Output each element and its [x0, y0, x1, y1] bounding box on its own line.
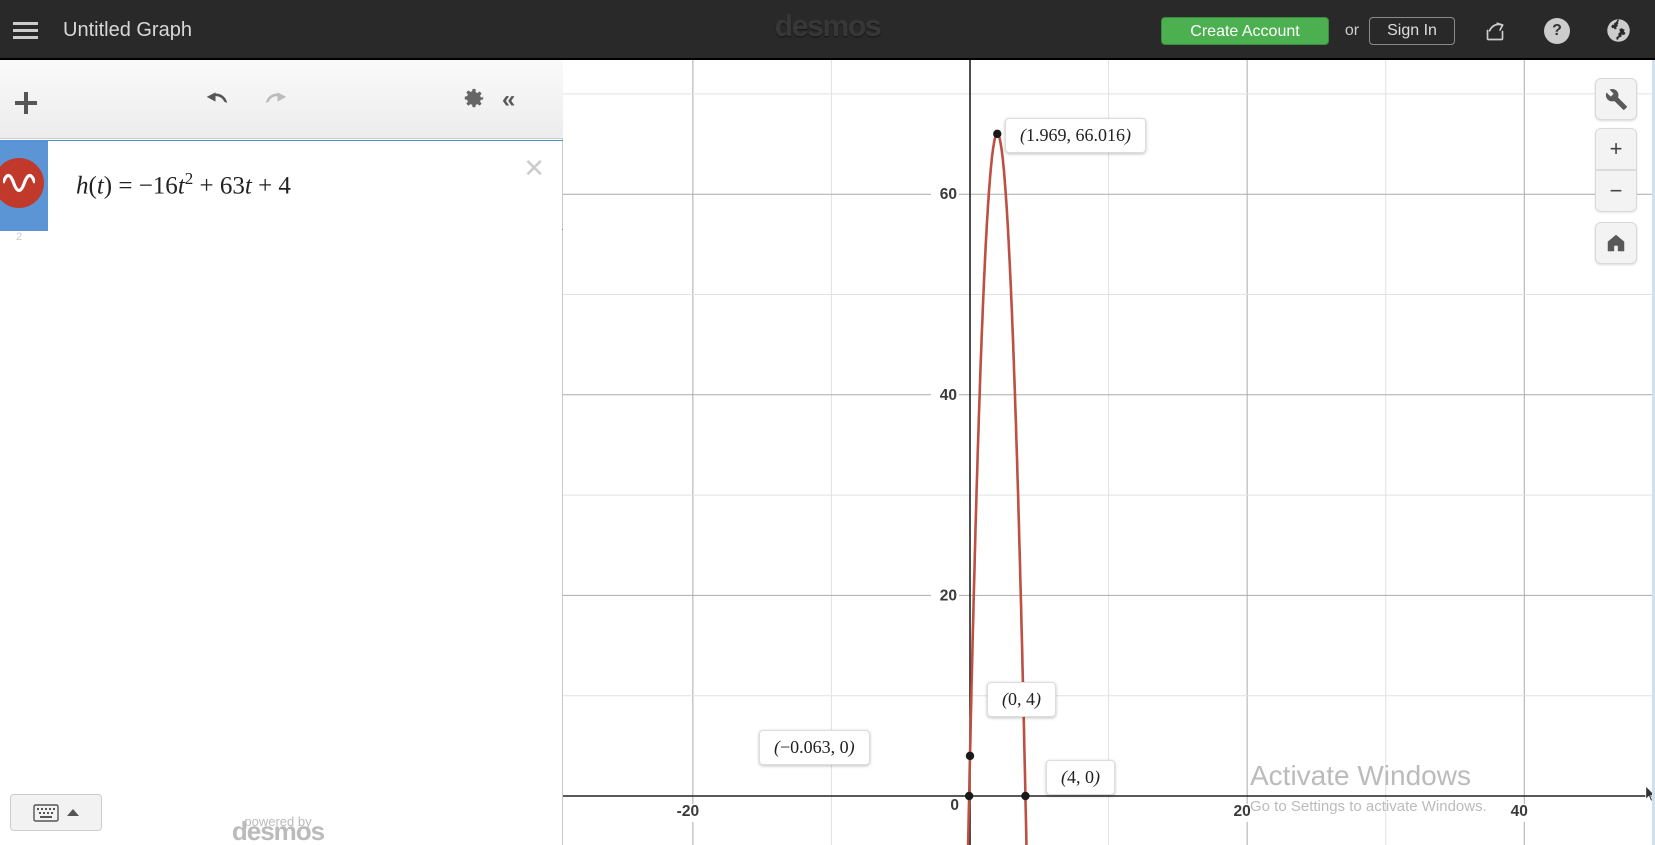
- svg-text:40: 40: [940, 387, 957, 404]
- svg-text:60: 60: [940, 186, 957, 203]
- svg-text:0: 0: [950, 797, 959, 814]
- svg-text:20: 20: [940, 587, 957, 604]
- svg-text:20: 20: [1234, 803, 1251, 820]
- svg-text:-20: -20: [677, 803, 699, 820]
- svg-text:40: 40: [1511, 803, 1528, 820]
